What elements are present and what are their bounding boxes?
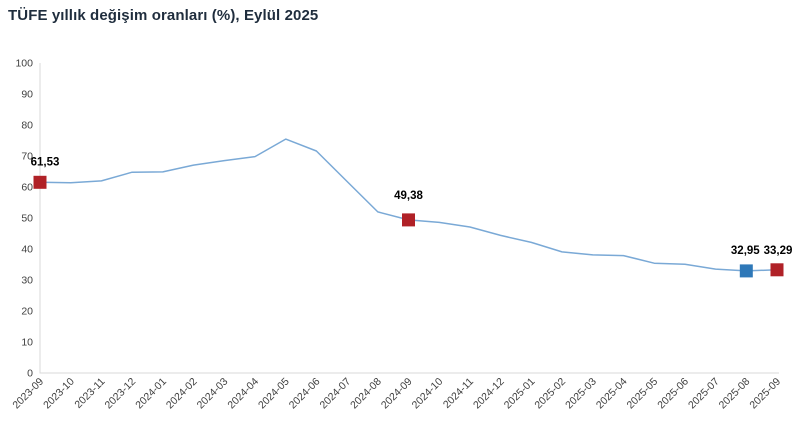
- x-tick-label: 2025-06: [655, 376, 691, 412]
- x-tick-label: 2024-02: [164, 376, 200, 412]
- x-tick-label: 2025-07: [686, 376, 722, 412]
- tufe-line-series: [39, 138, 778, 272]
- y-tick-label: 60: [21, 182, 33, 194]
- x-tick-label: 2025-03: [563, 376, 599, 412]
- x-tick-label: 2024-09: [379, 376, 415, 412]
- y-tick-label: 20: [21, 306, 33, 318]
- x-tick-label: 2023-09: [10, 376, 46, 412]
- y-tick-label: 0: [27, 368, 33, 380]
- y-tick-label: 30: [21, 275, 33, 287]
- x-tick-label: 2024-01: [133, 376, 169, 412]
- y-tick-label: 80: [21, 120, 33, 132]
- x-tick-label: 2024-06: [287, 376, 323, 412]
- x-tick-label: 2025-04: [594, 376, 630, 412]
- marker-2024-09: [402, 213, 415, 227]
- x-tick-label: 2024-10: [410, 376, 446, 412]
- x-tick-label: 2023-11: [72, 376, 107, 411]
- y-tick-label: 90: [21, 89, 33, 101]
- chart-title: TÜFE yıllık değişim oranları (%), Eylül …: [8, 7, 319, 24]
- x-tick-label: 2025-09: [747, 376, 783, 412]
- point-label-2024-09: 49,38: [394, 190, 423, 202]
- x-tick-label: 2023-12: [103, 376, 139, 412]
- x-tick-label: 2025-02: [532, 376, 568, 412]
- marker-2025-08: [739, 264, 753, 278]
- x-tick-label: 2024-12: [471, 376, 507, 412]
- point-label-2025-08: 32,95: [731, 245, 760, 257]
- x-tick-label: 2024-05: [256, 376, 292, 412]
- y-tick-label: 70: [21, 151, 33, 163]
- marker-2025-09: [770, 263, 784, 277]
- y-tick-label: 100: [15, 58, 33, 70]
- x-tick-label: 2025-08: [717, 376, 753, 412]
- x-tick-label: 2024-03: [195, 376, 231, 412]
- x-tick-label: 2023-10: [41, 376, 77, 412]
- y-tick-label: 40: [21, 244, 33, 256]
- x-tick-label: 2024-07: [317, 376, 353, 412]
- x-tick-label: 2024-04: [225, 376, 261, 412]
- x-tick-label: 2024-08: [348, 376, 384, 412]
- x-tick-label: 2025-01: [502, 376, 538, 412]
- y-tick-label: 50: [21, 213, 33, 225]
- x-tick-label: 2025-05: [625, 376, 661, 412]
- x-tick-label: 2024-11: [441, 376, 476, 411]
- point-label-2023-09: 61,53: [31, 156, 60, 168]
- point-label-2025-09: 33,29: [764, 245, 793, 257]
- marker-2023-09: [33, 175, 47, 189]
- y-tick-label: 10: [21, 337, 33, 349]
